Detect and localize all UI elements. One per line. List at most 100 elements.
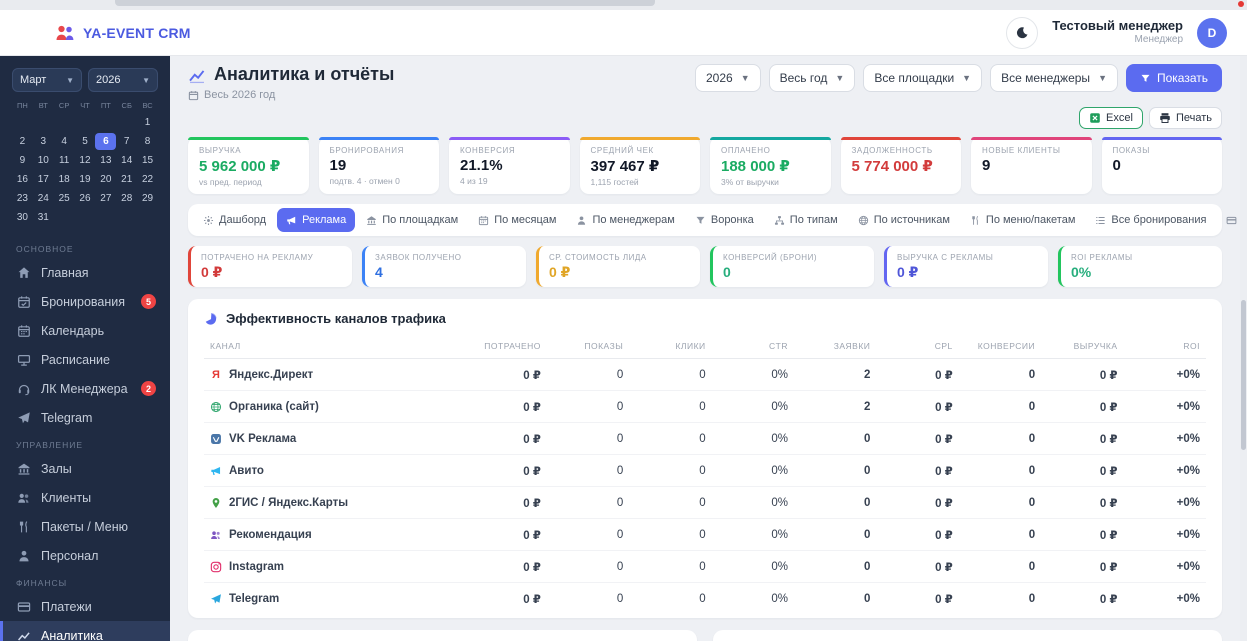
kpi-subtext: 4 из 19 (460, 176, 559, 186)
sidebar-item-главная[interactable]: Главная (0, 258, 170, 287)
kpi-value: 188 000 ₽ (721, 157, 820, 175)
calendar-day[interactable]: 19 (75, 171, 96, 188)
ctr-cell: 0% (712, 455, 794, 487)
ad-kpi-value: 0 (723, 264, 864, 280)
calendar-day[interactable]: 5 (75, 133, 96, 150)
calendar-day[interactable]: 20 (95, 171, 116, 188)
calendar-day[interactable]: 27 (95, 190, 116, 207)
calendar-day[interactable]: 10 (33, 152, 54, 169)
print-button[interactable]: Печать (1149, 107, 1222, 129)
tab-воронка[interactable]: Воронка (686, 208, 763, 232)
calendar-day[interactable]: 28 (116, 190, 137, 207)
tab-все-бронирования[interactable]: Все бронирования (1086, 208, 1215, 232)
traffic-table-row[interactable]: Instagram0 ₽000%00 ₽00 ₽+0% (204, 551, 1206, 583)
calendar-day[interactable]: 2 (12, 133, 33, 150)
calendar-day[interactable]: 13 (95, 152, 116, 169)
traffic-table-row[interactable]: 2ГИС / Яндекс.Карты0 ₽000%00 ₽00 ₽+0% (204, 487, 1206, 519)
calendar-day-headers: ПнВтСрЧтПтСбВс (12, 101, 158, 110)
app-logo[interactable]: YA-EVENT CRM (55, 23, 191, 43)
calendar-day[interactable]: 9 (12, 152, 33, 169)
avatar[interactable]: D (1197, 18, 1227, 48)
sidebar-item-персонал[interactable]: Персонал (0, 541, 170, 570)
tab-по-менеджерам[interactable]: По менеджерам (567, 208, 683, 232)
calendar-day[interactable]: 16 (12, 171, 33, 188)
tab-по-площадкам[interactable]: По площадкам (357, 208, 467, 232)
calendar-day[interactable]: 21 (116, 171, 137, 188)
page-title-block: Аналитика и отчёты Весь 2026 год (188, 64, 394, 101)
year-select[interactable]: 2026 ▼ (88, 68, 158, 92)
calendar-day[interactable]: 31 (33, 209, 54, 226)
dark-mode-toggle[interactable] (1006, 17, 1038, 49)
tab-дашборд[interactable]: Дашборд (194, 208, 275, 232)
calendar-day[interactable]: 17 (33, 171, 54, 188)
filter-icon (1140, 73, 1151, 84)
sidebar-item-расписание[interactable]: Расписание (0, 345, 170, 374)
traffic-table-row[interactable]: VK Реклама0 ₽000%00 ₽00 ₽+0% (204, 423, 1206, 455)
ad-kpi-label: ВЫРУЧКА С РЕКЛАМЫ (897, 253, 1038, 262)
calendar-day[interactable]: 25 (54, 190, 75, 207)
show-button[interactable]: Показать (1126, 64, 1222, 92)
calendar-day[interactable]: 3 (33, 133, 54, 150)
traffic-table-row[interactable]: Рекомендация0 ₽000%00 ₽00 ₽+0% (204, 519, 1206, 551)
sidebar-item-лк-менеджера[interactable]: ЛК Менеджера2 (0, 374, 170, 403)
tab-по-месяцам[interactable]: По месяцам (469, 208, 565, 232)
sidebar-item-пакеты-меню[interactable]: Пакеты / Меню (0, 512, 170, 541)
conversions-cell: 0 (959, 519, 1041, 551)
calendar-day[interactable]: 11 (54, 152, 75, 169)
tab-по-источникам[interactable]: По источникам (849, 208, 959, 232)
calendar-day[interactable]: 14 (116, 152, 137, 169)
filter-managers-select[interactable]: Все менеджеры▼ (990, 64, 1118, 92)
calendar-day[interactable]: 22 (137, 171, 158, 188)
month-select[interactable]: Март ▼ (12, 68, 82, 92)
kpi-label: ЗАДОЛЖЕННОСТЬ (852, 146, 951, 155)
sidebar-item-telegram[interactable]: Telegram (0, 403, 170, 432)
calendar-selected-day[interactable]: 6 (95, 133, 116, 150)
sidebar-item-бронирования[interactable]: Бронирования5 (0, 287, 170, 316)
traffic-table-row[interactable]: Авито0 ₽000%00 ₽00 ₽+0% (204, 455, 1206, 487)
cpl-cell: 0 ₽ (876, 359, 958, 391)
sidebar-item-label: Telegram (41, 411, 92, 425)
filter-venues-select[interactable]: Все площадки▼ (863, 64, 982, 92)
notification-dot (1238, 1, 1244, 7)
filter-period-select[interactable]: Весь год▼ (769, 64, 856, 92)
spent-cell: 0 ₽ (465, 423, 547, 455)
tab-по-меню-пакетам[interactable]: По меню/пакетам (961, 208, 1085, 232)
channel-cell: ЯЯндекс.Директ (204, 359, 465, 391)
sidebar-item-календарь[interactable]: Календарь (0, 316, 170, 345)
tab-реклама[interactable]: Реклама (277, 208, 355, 232)
clicks-cell: 0 (629, 423, 711, 455)
sidebar-item-клиенты[interactable]: Клиенты (0, 483, 170, 512)
calendar-day[interactable]: 23 (12, 190, 33, 207)
sidebar-item-платежи[interactable]: Платежи (0, 592, 170, 621)
sidebar-item-залы[interactable]: Залы (0, 454, 170, 483)
calendar-day[interactable]: 8 (137, 133, 158, 150)
calendar-empty-cell (95, 114, 116, 131)
traffic-table-row[interactable]: Органика (сайт)0 ₽000%20 ₽00 ₽+0% (204, 391, 1206, 423)
calendar-day[interactable]: 4 (54, 133, 75, 150)
calendar-day[interactable]: 18 (54, 171, 75, 188)
tab-по-типам[interactable]: По типам (765, 208, 847, 232)
user-info[interactable]: Тестовый менеджер Менеджер (1052, 19, 1183, 45)
traffic-table-row[interactable]: ЯЯндекс.Директ0 ₽000%20 ₽00 ₽+0% (204, 359, 1206, 391)
ad-kpi-value: 0 ₽ (549, 264, 690, 281)
calendar-empty-cell (116, 114, 137, 131)
leads-cell: 2 (794, 391, 876, 423)
export-excel-label: Excel (1106, 112, 1133, 124)
calendar-day[interactable]: 30 (12, 209, 33, 226)
calendar-day[interactable]: 24 (33, 190, 54, 207)
calendar-day[interactable]: 15 (137, 152, 158, 169)
calendar-day[interactable]: 12 (75, 152, 96, 169)
calendar-day[interactable]: 7 (116, 133, 137, 150)
calendar-day[interactable]: 1 (137, 114, 158, 131)
scrollbar-thumb[interactable] (1241, 300, 1246, 450)
calendar-day[interactable]: 26 (75, 190, 96, 207)
kpi-subtext (982, 176, 1081, 186)
export-excel-button[interactable]: Excel (1079, 107, 1143, 129)
calendar-day[interactable]: 29 (137, 190, 158, 207)
page-scrollbar[interactable] (1240, 56, 1247, 641)
sidebar-item-аналитика[interactable]: Аналитика (0, 621, 170, 641)
spent-cell: 0 ₽ (465, 519, 547, 551)
filter-year-select[interactable]: 2026▼ (695, 64, 761, 92)
kpi-subtext: 1,115 гостей (591, 177, 690, 187)
traffic-table-row[interactable]: Telegram0 ₽000%00 ₽00 ₽+0% (204, 583, 1206, 615)
